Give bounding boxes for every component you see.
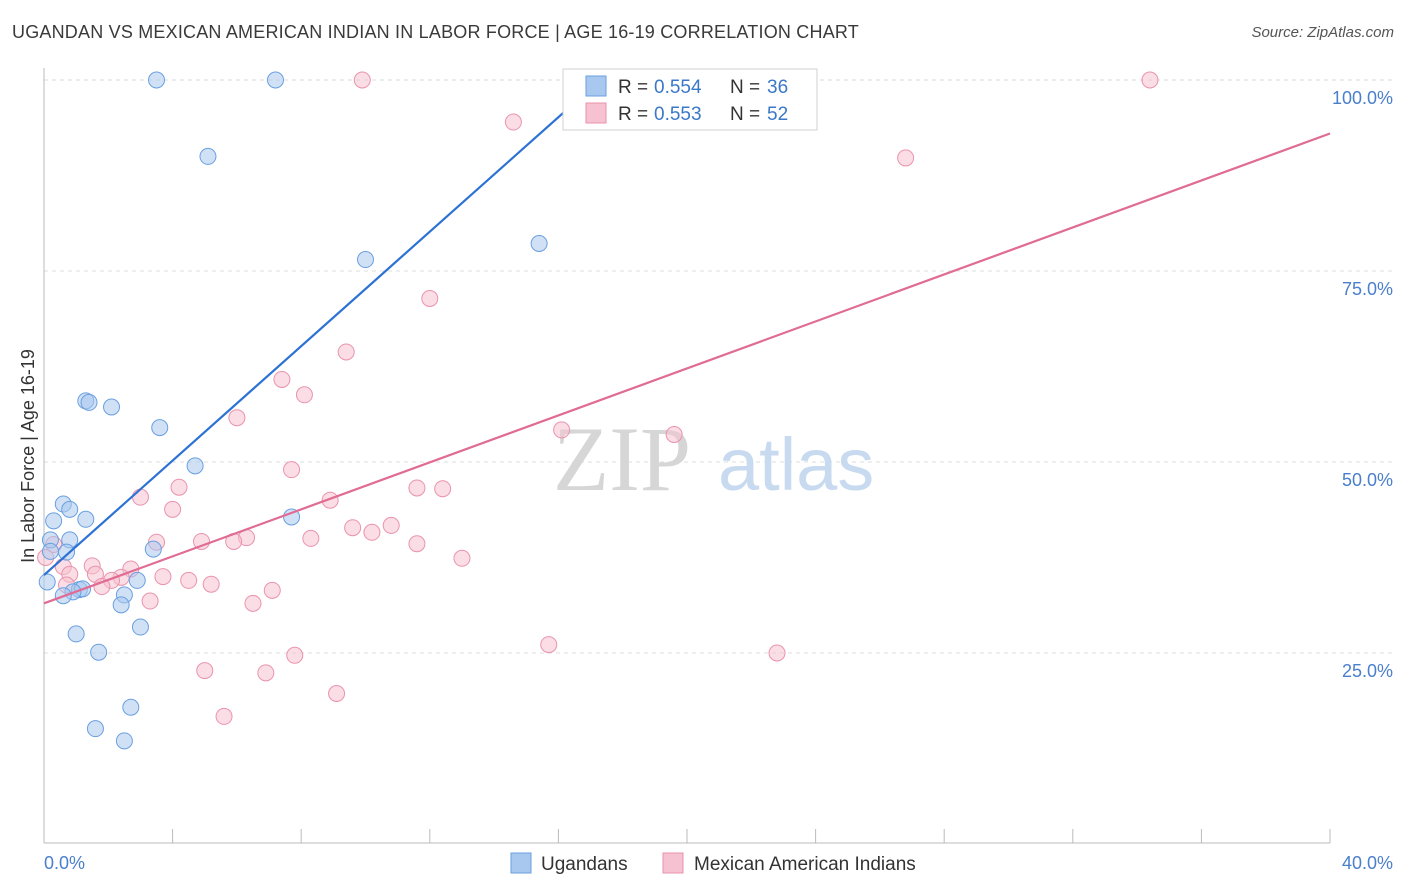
stats-n-value-2: 52 bbox=[767, 104, 788, 125]
data-point-ugandans bbox=[128, 571, 146, 589]
data-point-mexican-american-indians bbox=[768, 644, 786, 662]
data-point-mexican-american-indians bbox=[421, 290, 439, 308]
bottom-legend: Ugandans Mexican American Indians bbox=[510, 852, 916, 875]
data-point-mexican-american-indians bbox=[154, 568, 172, 586]
data-point-ugandans bbox=[115, 732, 133, 750]
grid-lines bbox=[44, 79, 1392, 654]
x-tick-label: 40.0% bbox=[1342, 853, 1393, 873]
stats-legend-swatch-ugandans bbox=[585, 75, 607, 97]
data-point-mexican-american-indians bbox=[196, 662, 214, 680]
data-point-mexican-american-indians bbox=[337, 343, 355, 361]
legend-label-mexican-american-indians: Mexican American Indians bbox=[694, 854, 916, 875]
data-point-mexican-american-indians bbox=[363, 523, 381, 541]
data-point-ugandans bbox=[283, 508, 301, 526]
data-point-ugandans bbox=[90, 643, 108, 661]
stats-legend: R = 0.554 N = 36 R = 0.553 N = 52 bbox=[562, 68, 818, 131]
data-point-ugandans bbox=[67, 625, 85, 643]
x-tick-marks bbox=[172, 829, 1331, 843]
data-point-ugandans bbox=[186, 457, 204, 475]
trend-lines bbox=[43, 79, 1331, 605]
data-point-mexican-american-indians bbox=[257, 664, 275, 682]
data-point-mexican-american-indians bbox=[263, 581, 281, 599]
chart-source: Source: ZipAtlas.com bbox=[1251, 24, 1394, 41]
data-point-ugandans bbox=[122, 698, 140, 716]
data-point-mexican-american-indians bbox=[434, 480, 452, 498]
data-point-mexican-american-indians bbox=[295, 386, 313, 404]
legend-swatch-ugandans bbox=[510, 852, 532, 874]
data-point-mexican-american-indians bbox=[353, 71, 371, 89]
y-tick-label: 25.0% bbox=[1342, 661, 1393, 681]
stats-r-value-2: 0.553 bbox=[654, 104, 702, 125]
x-tick-label: 0.0% bbox=[44, 853, 85, 873]
y-tick-label: 100.0% bbox=[1332, 88, 1393, 108]
chart-title: UGANDAN VS MEXICAN AMERICAN INDIAN IN LA… bbox=[12, 22, 859, 42]
data-point-ugandans bbox=[80, 393, 98, 411]
data-point-ugandans bbox=[148, 71, 166, 89]
data-point-mexican-american-indians bbox=[202, 575, 220, 593]
data-point-mexican-american-indians bbox=[164, 500, 182, 518]
stats-legend-swatch-mexican-american-indians bbox=[585, 102, 607, 124]
data-point-mexican-american-indians bbox=[408, 479, 426, 497]
watermark-zip: ZIP bbox=[553, 408, 691, 510]
data-point-mexican-american-indians bbox=[665, 425, 683, 443]
data-point-ugandans bbox=[530, 234, 548, 252]
stats-r-label-2: R = bbox=[618, 104, 653, 125]
legend-label-ugandans: Ugandans bbox=[541, 854, 628, 875]
data-point-ugandans bbox=[58, 543, 76, 561]
watermark-atlas: atlas bbox=[718, 423, 874, 506]
data-point-mexican-american-indians bbox=[897, 149, 915, 167]
data-point-mexican-american-indians bbox=[228, 409, 246, 427]
data-point-ugandans bbox=[86, 720, 104, 738]
data-point-ugandans bbox=[112, 596, 130, 614]
data-point-ugandans bbox=[41, 542, 59, 560]
trendline-mexican-american-indians bbox=[43, 132, 1331, 605]
trendline-ugandans bbox=[43, 79, 601, 576]
y-axis-title: In Labor Force | Age 16-19 bbox=[18, 349, 38, 563]
data-point-mexican-american-indians bbox=[328, 684, 346, 702]
data-point-ugandans bbox=[61, 500, 79, 518]
y-tick-label: 75.0% bbox=[1342, 279, 1393, 299]
watermark: ZIP atlas bbox=[553, 408, 874, 510]
data-point-mexican-american-indians bbox=[504, 113, 522, 131]
data-point-ugandans bbox=[144, 540, 162, 558]
y-tick-label: 50.0% bbox=[1342, 470, 1393, 490]
data-point-ugandans bbox=[45, 512, 63, 530]
data-point-mexican-american-indians bbox=[215, 707, 233, 725]
data-point-mexican-american-indians bbox=[244, 594, 262, 612]
data-point-mexican-american-indians bbox=[408, 535, 426, 553]
stats-r-value-1: 0.554 bbox=[654, 77, 702, 98]
data-point-mexican-american-indians bbox=[540, 636, 558, 654]
data-point-mexican-american-indians bbox=[286, 646, 304, 664]
stats-n-label-2: N = bbox=[730, 104, 765, 125]
data-point-mexican-american-indians bbox=[1141, 71, 1159, 89]
data-point-mexican-american-indians bbox=[273, 370, 291, 388]
series-ugandans-points bbox=[38, 71, 548, 750]
data-point-mexican-american-indians bbox=[344, 519, 362, 537]
data-point-ugandans bbox=[357, 251, 374, 269]
y-tick-labels: 25.0% 50.0% 75.0% 100.0% bbox=[1332, 88, 1393, 681]
data-point-ugandans bbox=[103, 398, 121, 416]
data-point-mexican-american-indians bbox=[131, 488, 149, 506]
data-point-mexican-american-indians bbox=[302, 529, 320, 547]
data-point-ugandans bbox=[199, 147, 217, 165]
data-point-ugandans bbox=[131, 618, 149, 636]
x-tick-labels: 0.0% 40.0% bbox=[44, 853, 1393, 873]
data-point-ugandans bbox=[38, 573, 56, 591]
data-point-mexican-american-indians bbox=[382, 516, 400, 534]
stats-r-label-1: R = bbox=[618, 77, 653, 98]
data-point-ugandans bbox=[266, 71, 284, 89]
data-point-mexican-american-indians bbox=[180, 571, 198, 589]
data-point-mexican-american-indians bbox=[283, 461, 301, 479]
stats-n-value-1: 36 bbox=[767, 77, 788, 98]
legend-swatch-mexican-american-indians bbox=[662, 852, 684, 874]
stats-n-label-1: N = bbox=[730, 77, 765, 98]
data-point-ugandans bbox=[151, 419, 169, 437]
series-mexican-american-indians-points bbox=[37, 71, 1159, 725]
data-point-mexican-american-indians bbox=[553, 421, 571, 439]
data-point-mexican-american-indians bbox=[453, 549, 471, 567]
data-point-ugandans bbox=[77, 510, 95, 528]
data-point-mexican-american-indians bbox=[141, 592, 159, 610]
data-point-mexican-american-indians bbox=[170, 478, 188, 496]
